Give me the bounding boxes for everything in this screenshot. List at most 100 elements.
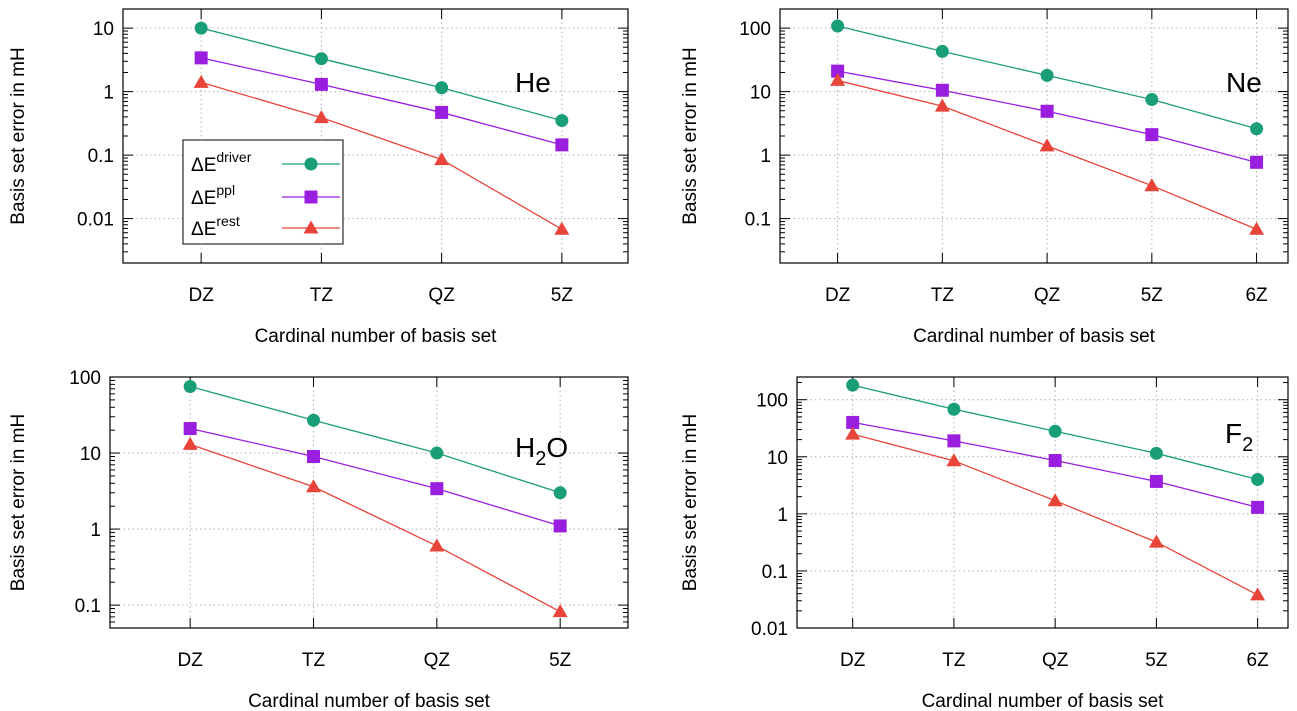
series-triangle <box>830 72 1265 235</box>
panel-1: 0.01 0.1 1 10 DZ TZ QZ 5Z Cardinal number of bas… <box>8 8 629 347</box>
data-point <box>306 479 321 493</box>
data-point <box>830 72 846 86</box>
data-point <box>183 422 197 436</box>
y-tick-label: 10 <box>767 448 788 469</box>
x-tick-label: QZ <box>1042 650 1069 671</box>
y-tick-label: 0.1 <box>75 596 101 617</box>
y-tick-label: 0.01 <box>751 619 788 640</box>
x-tick-label: QZ <box>428 285 455 306</box>
data-point <box>1048 424 1062 438</box>
y-tick-label: 0.1 <box>88 146 114 167</box>
panel-2: 0.1 1 10 100 DZ TZ QZ 5Z 6Z Cardinal number of ba… <box>680 8 1289 347</box>
y-axis-label: Basis set error in mH <box>8 414 29 591</box>
data-point <box>429 538 445 552</box>
data-point <box>1250 155 1264 169</box>
data-point <box>314 77 328 91</box>
data-point <box>947 434 961 448</box>
data-point <box>1249 221 1265 235</box>
series-square <box>194 51 569 152</box>
data-point <box>193 74 209 88</box>
legend-label-triangle: ΔErest <box>191 213 240 240</box>
panel-3: 0.1 1 10 100 DZ TZ QZ 5Z Cardinal number of basi… <box>8 368 629 711</box>
x-tick-label: TZ <box>931 285 955 306</box>
data-point <box>1148 534 1164 548</box>
series-square <box>183 422 567 533</box>
data-point <box>946 453 962 467</box>
data-point <box>552 604 568 618</box>
y-tick-label: 10 <box>80 444 101 465</box>
data-point <box>183 379 197 393</box>
series-line <box>189 385 561 494</box>
legend-marker <box>303 220 319 234</box>
data-point <box>435 81 449 95</box>
data-point <box>845 426 861 440</box>
plot-frame <box>122 8 629 264</box>
series-line <box>201 57 563 146</box>
data-point <box>314 52 328 66</box>
y-tick-label: 10 <box>750 83 771 104</box>
x-tick-label: QZ <box>424 650 451 671</box>
panel-label: He <box>515 67 551 98</box>
series-triangle <box>193 74 570 235</box>
data-point <box>1144 178 1160 192</box>
data-point <box>1250 122 1264 136</box>
legend-marker <box>304 190 318 204</box>
data-point <box>1039 138 1055 152</box>
series-line <box>190 427 561 527</box>
data-point <box>831 19 845 33</box>
data-point <box>935 44 949 58</box>
data-point <box>307 450 320 464</box>
legend: ΔEdriver ΔEppl ΔErest <box>182 139 344 245</box>
data-point <box>307 413 320 427</box>
y-tick-label: 0.1 <box>745 210 771 231</box>
plot-frame <box>109 376 629 629</box>
data-point <box>1251 500 1265 514</box>
x-tick-label: QZ <box>1034 285 1061 306</box>
data-point <box>554 221 570 235</box>
x-tick-label: 5Z <box>549 650 572 671</box>
y-tick-label: 1 <box>90 520 101 541</box>
y-tick-label: 100 <box>69 368 101 389</box>
y-tick-label: 100 <box>739 19 771 40</box>
panel-label: H2O <box>515 432 568 470</box>
x-tick-label: 6Z <box>1247 650 1270 671</box>
y-tick-label: 100 <box>756 391 788 412</box>
plot-frame <box>779 8 1289 264</box>
legend-marker <box>304 157 318 171</box>
series-circle <box>831 19 1264 136</box>
data-point <box>1145 128 1159 142</box>
data-point <box>553 519 567 533</box>
x-tick-label: TZ <box>302 650 326 671</box>
data-point <box>430 446 444 460</box>
panel-4: 0.01 0.1 1 10 100 DZ TZ QZ 5Z 6Z Cardinal number o… <box>680 376 1289 711</box>
data-point <box>435 105 449 119</box>
data-point <box>434 152 450 166</box>
plot-frame <box>796 376 1289 629</box>
data-point <box>555 114 569 128</box>
data-point <box>1145 93 1159 107</box>
y-tick-label: 1 <box>103 83 114 104</box>
data-point <box>935 83 949 97</box>
legend-label-square: ΔEppl <box>191 182 235 209</box>
series-circle <box>183 379 567 500</box>
data-point <box>1048 454 1062 468</box>
x-tick-label: DZ <box>178 650 204 671</box>
x-tick-label: 5Z <box>1141 285 1164 306</box>
series-triangle <box>182 436 568 618</box>
data-point <box>947 402 961 416</box>
y-axis-label: Basis set error in mH <box>680 414 701 591</box>
y-tick-label: 0.1 <box>762 562 788 583</box>
series-triangle <box>845 426 1266 601</box>
series-circle <box>846 378 1265 486</box>
x-axis-label: Cardinal number of basis set <box>255 326 498 347</box>
x-axis-label: Cardinal number of basis set <box>922 691 1165 711</box>
series-line <box>200 27 563 122</box>
data-point <box>1149 446 1163 460</box>
data-point <box>1047 493 1063 507</box>
y-axis-label: Basis set error in mH <box>8 47 29 224</box>
series-circle <box>194 21 569 128</box>
data-point <box>1040 104 1054 118</box>
y-tick-label: 0.01 <box>77 210 114 231</box>
y-tick-label: 1 <box>777 505 788 526</box>
